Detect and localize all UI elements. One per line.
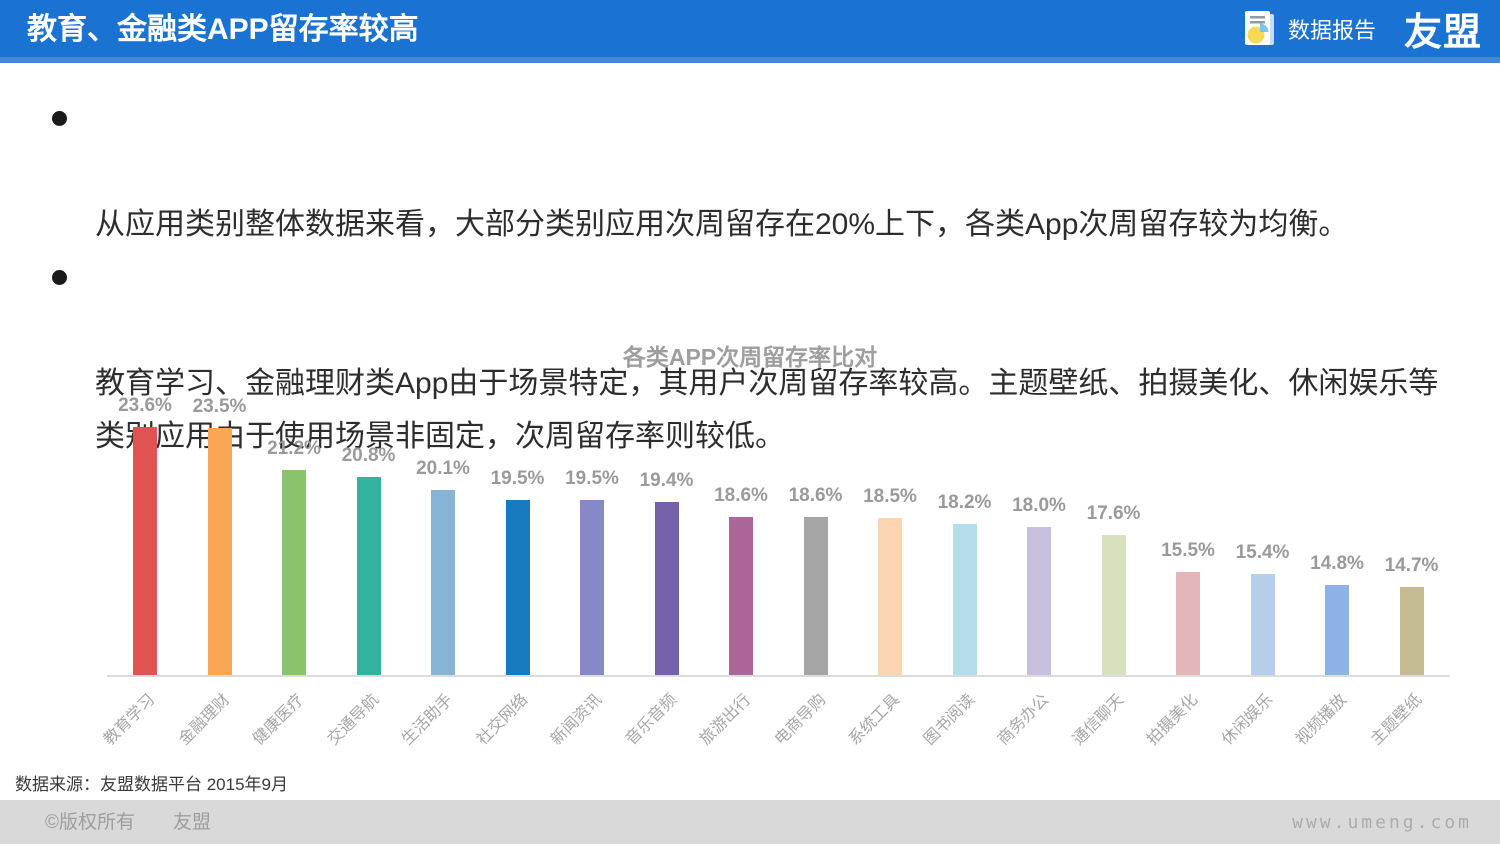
website-text: www.umeng.com bbox=[1292, 812, 1472, 833]
bar-value-label-教育学习: 23.6% bbox=[118, 395, 172, 416]
bar-value-label-商务办公: 18.0% bbox=[1012, 495, 1066, 516]
bar-主题壁纸 bbox=[1399, 587, 1424, 675]
bullet-text-1: 从应用类别整体数据来看，大部分类别应用次周留存在20%上下，各类App次周留存较… bbox=[95, 208, 1349, 241]
bullet-dot-icon bbox=[52, 111, 67, 126]
bar-value-label-新闻资讯: 19.5% bbox=[565, 468, 619, 489]
bar-value-label-视频播放: 14.8% bbox=[1310, 553, 1364, 574]
bar-交通导航 bbox=[356, 477, 381, 675]
bar-金融理财 bbox=[207, 428, 232, 675]
bar-value-label-健康医疗: 21.2% bbox=[267, 438, 321, 459]
bar-value-label-旅游出行: 18.6% bbox=[714, 485, 768, 506]
chart-x-axis-labels: 教育学习 金融理财 健康医疗 交通导航 生活助手 社交网络 新闻资讯 音乐音频 旅游出行 电商导购… bbox=[101, 683, 1450, 783]
bullet-item-1: 从应用类别整体数据来看，大部分类别应用次周留存在20%上下，各类App次周留存较… bbox=[50, 92, 1470, 251]
bar-电商导购 bbox=[803, 517, 828, 675]
footer-bar: ©版权所有 友盟 www.umeng.com bbox=[0, 800, 1500, 844]
bar-音乐音频 bbox=[654, 502, 679, 675]
chart-title: 各类APP次周留存率比对 bbox=[622, 344, 878, 370]
bar-新闻资讯 bbox=[580, 500, 604, 675]
bar-通信聊天 bbox=[1101, 535, 1126, 675]
bar-图书阅读 bbox=[952, 524, 977, 675]
bar-value-label-电商导购: 18.6% bbox=[788, 485, 843, 506]
data-source-note: 数据来源：友盟数据平台 2015年9月 bbox=[15, 775, 288, 794]
bullet-dot-icon bbox=[52, 270, 67, 285]
bar-value-label-金融理财: 23.5% bbox=[192, 396, 247, 417]
bar-休闲娱乐 bbox=[1250, 574, 1275, 675]
bar-教育学习 bbox=[133, 427, 157, 675]
report-document-pie-icon bbox=[1242, 9, 1276, 49]
bar-旅游出行 bbox=[729, 517, 753, 675]
bar-视频播放 bbox=[1325, 585, 1349, 675]
bar-系统工具 bbox=[878, 518, 902, 675]
header-accent-strip bbox=[0, 57, 1500, 63]
bar-value-label-社交网络: 19.5% bbox=[490, 468, 545, 489]
bar-生活助手 bbox=[431, 490, 455, 675]
bar-商务办公 bbox=[1027, 527, 1051, 675]
bar-value-label-音乐音频: 19.4% bbox=[639, 470, 694, 491]
bar-value-label-主题壁纸: 14.7% bbox=[1384, 555, 1439, 576]
umeng-logo: 友盟 bbox=[1403, 12, 1482, 54]
bar-拍摄美化 bbox=[1176, 572, 1200, 675]
header-right-group: 数据报告 友盟 bbox=[1242, 0, 1482, 57]
bar-value-label-交通导航: 20.8% bbox=[341, 445, 396, 466]
bar-社交网络 bbox=[505, 500, 530, 675]
bar-value-label-拍摄美化: 15.5% bbox=[1161, 540, 1215, 561]
copyright-text: ©版权所有 友盟 bbox=[45, 812, 211, 833]
bar-value-label-休闲娱乐: 15.4% bbox=[1235, 542, 1290, 563]
bar-健康医疗 bbox=[282, 470, 306, 675]
bar-value-label-系统工具: 18.5% bbox=[863, 486, 917, 507]
page-title: 教育、金融类APP留存率较高 bbox=[27, 13, 419, 46]
report-label: 数据报告 bbox=[1287, 17, 1376, 43]
bar-value-label-图书阅读: 18.2% bbox=[937, 492, 992, 513]
header-bar: 教育、金融类APP留存率较高 数据报告 友盟 bbox=[0, 0, 1500, 57]
bar-value-label-通信聊天: 17.6% bbox=[1086, 503, 1141, 524]
bar-value-label-生活助手: 20.1% bbox=[416, 458, 470, 479]
bullet-list: 从应用类别整体数据来看，大部分类别应用次周留存在20%上下，各类App次周留存较… bbox=[50, 92, 1470, 463]
chart-plot-area: 23.6% 23.5% 21.2% 20.8% 20.1% 19.5% 19.5% 19.4%… bbox=[107, 395, 1450, 677]
